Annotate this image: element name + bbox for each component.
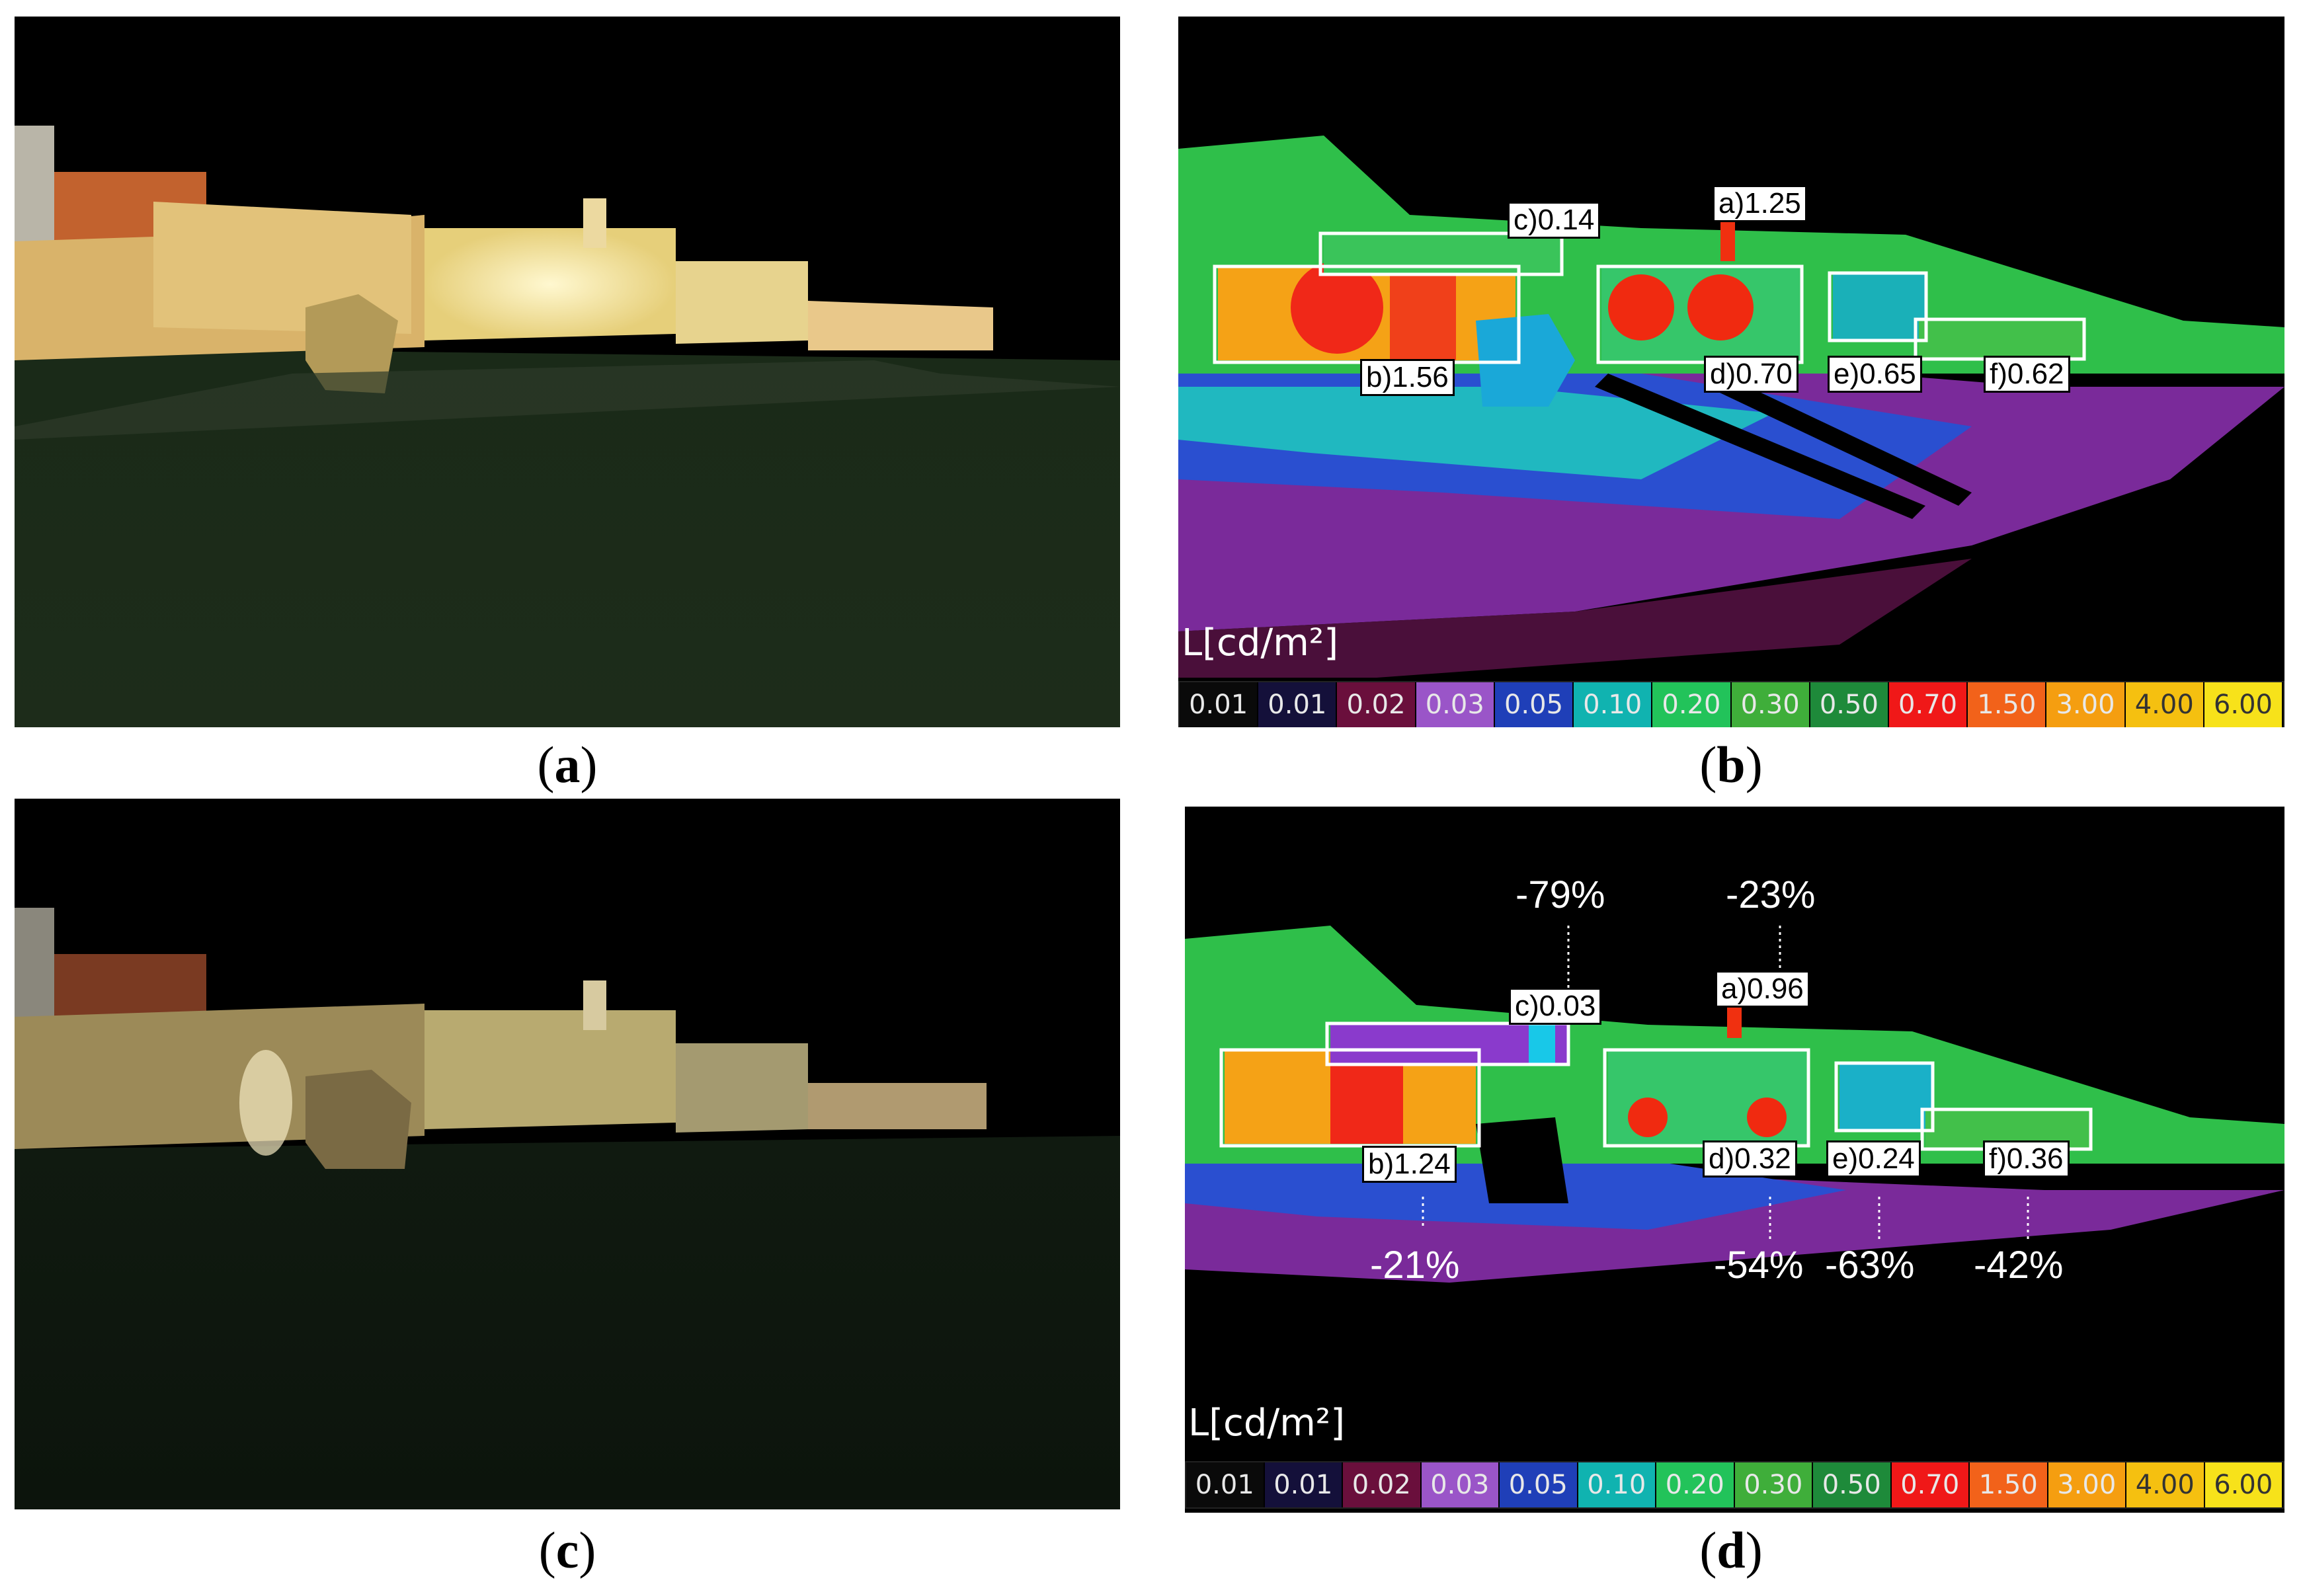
change-d-c: -79% xyxy=(1515,873,1605,916)
legend-cell: 0.20 xyxy=(1656,1462,1735,1507)
label-d-c: c)0.03 xyxy=(1509,988,1602,1025)
legend-cell: 0.01 xyxy=(1186,1462,1265,1507)
legend-cell: 0.01 xyxy=(1180,682,1259,727)
label-b-f: f)0.62 xyxy=(1984,356,2070,393)
legend-cell: 0.05 xyxy=(1494,682,1574,727)
change-d-b: -21% xyxy=(1370,1244,1460,1287)
legend-cell: 4.00 xyxy=(2126,1462,2205,1507)
legend-cell: 0.50 xyxy=(1810,682,1889,727)
label-d-a: a)0.96 xyxy=(1715,971,1810,1008)
legend-cell: 6.00 xyxy=(2204,682,2284,727)
panel-b-luminance-map: a)1.25 b)1.56 c)0.14 d)0.70 e)0.65 f)0.6… xyxy=(1178,17,2284,727)
legend-cell: 0.10 xyxy=(1574,682,1653,727)
legend-cell: 1.50 xyxy=(1968,682,2047,727)
change-d-d: -54% xyxy=(1714,1244,1804,1287)
legend-cell: 0.02 xyxy=(1337,682,1416,727)
legend-cell: 0.70 xyxy=(1891,1462,1970,1507)
luminance-unit-label-d: L[cd/m²] xyxy=(1188,1402,1346,1445)
luminance-unit-label-b: L[cd/m²] xyxy=(1182,621,1339,664)
caption-c: (c) xyxy=(538,1521,596,1579)
legend-cell: 0.03 xyxy=(1421,1462,1500,1507)
color-scale-legend-b: 0.01 0.01 0.02 0.03 0.05 0.10 0.20 0.30 0.50 0.70… xyxy=(1178,681,2284,727)
change-d-e: -63% xyxy=(1825,1244,1915,1287)
legend-cell: 1.50 xyxy=(1970,1462,2048,1507)
label-b-e: e)0.65 xyxy=(1828,356,1922,393)
legend-cell: 3.00 xyxy=(2046,682,2126,727)
label-b-b: b)1.56 xyxy=(1360,359,1455,396)
caption-a: (a) xyxy=(537,736,598,793)
color-scale-legend-d: 0.01 0.01 0.02 0.03 0.05 0.10 0.20 0.30 0.50 0.70… xyxy=(1185,1461,2284,1509)
panel-c-night-render xyxy=(15,799,1120,1509)
label-d-d: d)0.32 xyxy=(1703,1140,1797,1177)
change-d-a: -23% xyxy=(1726,873,1816,916)
false-color-luminance-b xyxy=(1178,17,2284,727)
legend-cell: 0.30 xyxy=(1734,1462,1813,1507)
legend-cell: 0.20 xyxy=(1652,682,1732,727)
legend-cell: 0.30 xyxy=(1731,682,1810,727)
label-b-a: a)1.25 xyxy=(1713,185,1807,222)
panel-a-night-render xyxy=(15,17,1120,727)
legend-cell: 0.03 xyxy=(1416,682,1495,727)
legend-cell: 0.01 xyxy=(1258,682,1338,727)
caption-d: (d) xyxy=(1699,1521,1763,1579)
label-d-f: f)0.36 xyxy=(1983,1140,2070,1177)
legend-cell: 6.00 xyxy=(2204,1462,2283,1507)
legend-cell: 0.50 xyxy=(1813,1462,1892,1507)
legend-cell: 0.05 xyxy=(1500,1462,1578,1507)
night-scene-render-a xyxy=(15,17,1120,727)
label-d-e: e)0.24 xyxy=(1826,1140,1921,1177)
label-b-c: c)0.14 xyxy=(1508,202,1601,239)
legend-cell: 0.70 xyxy=(1888,682,1968,727)
legend-cell: 0.10 xyxy=(1578,1462,1656,1507)
label-b-d: d)0.70 xyxy=(1704,356,1798,393)
legend-cell: 0.01 xyxy=(1264,1462,1343,1507)
label-d-b: b)1.24 xyxy=(1362,1146,1457,1183)
legend-cell: 4.00 xyxy=(2125,682,2204,727)
change-d-f: -42% xyxy=(1974,1244,2064,1287)
legend-cell: 0.02 xyxy=(1343,1462,1422,1507)
caption-b: (b) xyxy=(1699,736,1763,793)
panel-d-luminance-map: a)0.96 b)1.24 c)0.03 d)0.32 e)0.24 f)0.3… xyxy=(1185,807,2284,1513)
night-scene-render-c xyxy=(15,799,1120,1509)
legend-cell: 3.00 xyxy=(2048,1462,2126,1507)
